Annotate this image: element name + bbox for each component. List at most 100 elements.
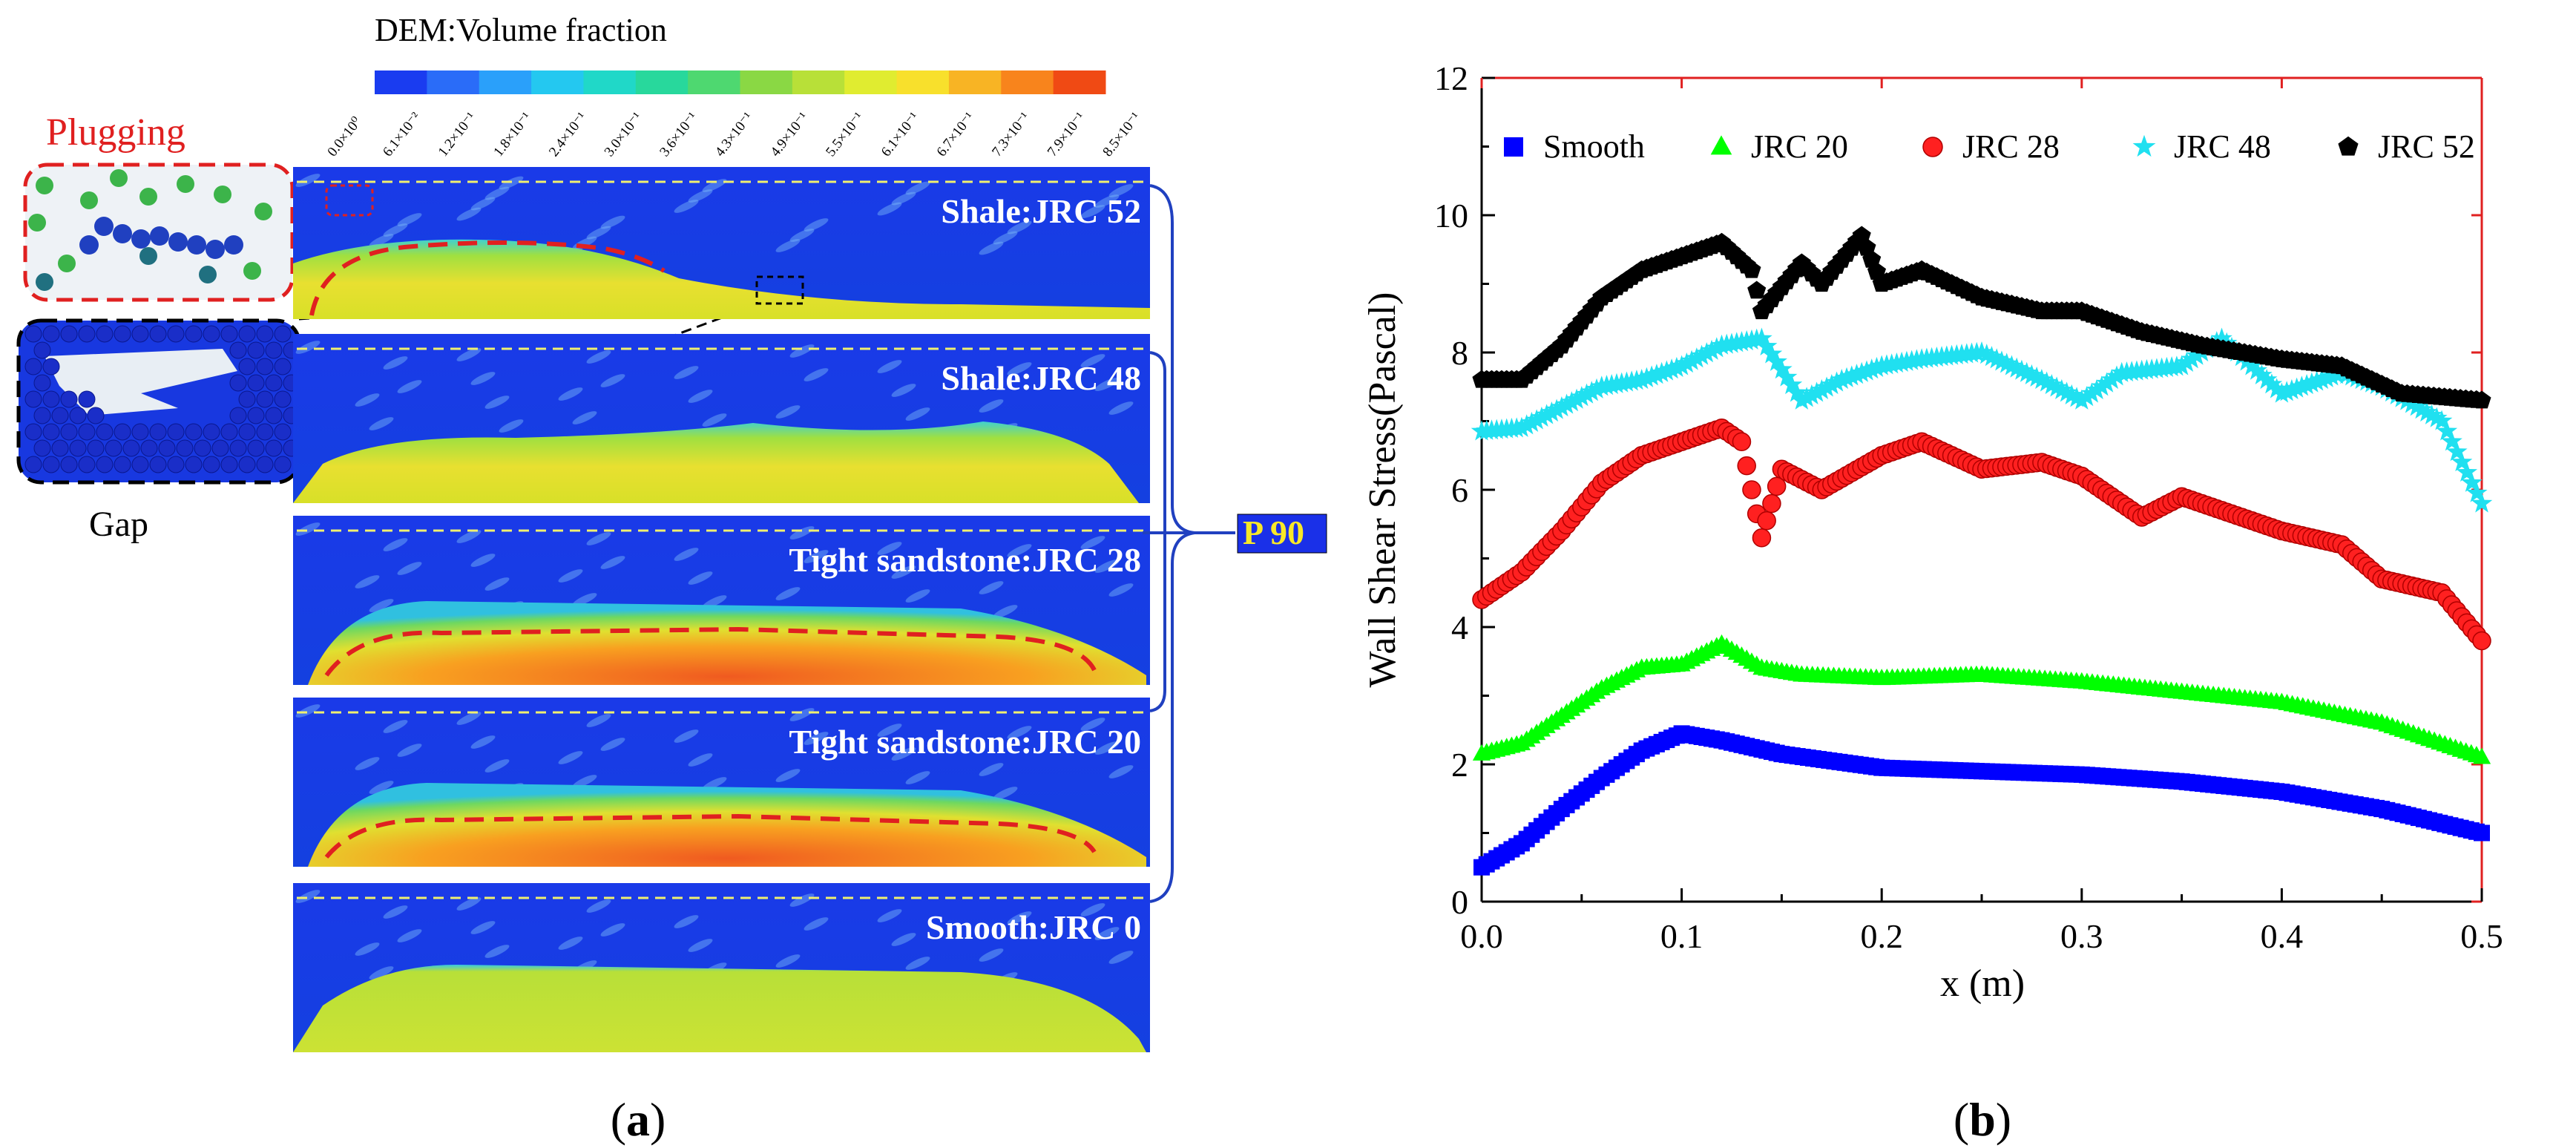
data-point (1761, 343, 1783, 364)
data-point (1781, 373, 1803, 395)
data-point (1791, 389, 1813, 410)
contour-strip: Smooth:JRC 0 (293, 883, 1150, 1052)
data-point (2472, 747, 2491, 764)
data-point (1775, 366, 1798, 387)
data-point (2401, 393, 2422, 413)
panel-b-caption: (b) (1954, 1093, 2011, 1146)
legend-item: JRC 20 (1710, 128, 1848, 165)
data-point (1565, 388, 1588, 409)
data-point (1686, 347, 1708, 368)
legend-item: JRC 48 (2132, 128, 2271, 165)
strip-label: Tight sandstone:JRC 20 (789, 723, 1141, 761)
x-tick-label: 0.0 (1460, 917, 1503, 955)
y-axis-label: Wall Shear Stress(Pascal) (1361, 292, 1404, 688)
data-point (2036, 371, 2057, 392)
colorbar-segment (896, 70, 950, 94)
legend-item: Smooth (1504, 128, 1645, 165)
x-tick-label: 0.1 (1660, 917, 1703, 955)
colorbar-segment (1001, 70, 1054, 94)
data-point (2471, 492, 2493, 513)
panel-a: DEM:Volume fraction 0.0×10⁰ 6.1×10⁻² 1.2×1… (16, 12, 1327, 1146)
colorbar-segment (375, 70, 427, 94)
data-point (2132, 134, 2156, 157)
data-point (2472, 631, 2491, 651)
colorbar-tick-label: 6.7×10⁻¹ (933, 109, 977, 160)
y-tick-label: 12 (1434, 59, 1468, 97)
data-point (1536, 404, 1557, 424)
data-point (2096, 372, 2117, 393)
strip-label: Tight sandstone:JRC 28 (789, 541, 1141, 579)
data-point (1747, 281, 1767, 299)
data-point (2176, 351, 2198, 373)
data-point (1521, 411, 1542, 432)
data-point (1742, 260, 1761, 278)
data-point (2056, 381, 2077, 402)
data-point (2041, 373, 2063, 395)
x-tick-label: 0.3 (2060, 917, 2103, 955)
data-point (2186, 344, 2208, 365)
strip-label: Smooth:JRC 0 (926, 908, 1141, 946)
data-point (2456, 461, 2478, 482)
data-point (1516, 414, 1537, 435)
colorbar-segment (531, 70, 584, 94)
data-point (1786, 381, 1807, 402)
strip-label: Shale:JRC 52 (941, 192, 1141, 230)
data-point (2251, 364, 2273, 384)
data-point (1801, 384, 1823, 404)
data-point (1701, 339, 1723, 360)
plugging-particles (28, 169, 272, 291)
contour-strip: Tight sandstone:JRC 28 (293, 516, 1150, 685)
colorbar-tick-label: 2.4×10⁻¹ (546, 109, 590, 160)
chart-marks (1471, 226, 2493, 876)
data-point (2441, 430, 2462, 451)
strip-label: Shale:JRC 48 (941, 359, 1141, 397)
x-tick-label: 0.4 (2261, 917, 2304, 955)
colorbar-tick-label: 7.3×10⁻¹ (989, 109, 1033, 160)
legend-label: JRC 48 (2174, 128, 2271, 165)
data-point (1586, 378, 1608, 398)
data-point (2061, 384, 2083, 404)
data-point (1922, 137, 1943, 157)
colorbar-segment (792, 70, 845, 94)
data-point (2086, 378, 2108, 400)
data-point (1806, 381, 1827, 402)
chart-legend: Smooth JRC 20 JRC 28 JRC 48 JRC 52 (1504, 128, 2475, 165)
data-point (1767, 476, 1787, 496)
data-point (1561, 391, 1583, 412)
legend-item: JRC 28 (1922, 128, 2060, 165)
colorbar-tick-label: 7.9×10⁻¹ (1045, 109, 1088, 160)
legend-label: JRC 52 (2378, 128, 2475, 165)
brace-lines (1143, 184, 1235, 903)
colorbar-segment (740, 70, 793, 94)
data-point (2406, 396, 2428, 416)
data-point (1732, 432, 1752, 451)
y-tick-label: 4 (1451, 609, 1468, 646)
data-point (2421, 404, 2442, 424)
colorbar-segment (427, 70, 480, 94)
data-point (2100, 369, 2123, 390)
colorbar-segment (948, 70, 1002, 94)
data-point (2066, 387, 2088, 407)
data-point (2051, 378, 2073, 400)
colorbar-tick-label: 3.0×10⁻¹ (602, 109, 645, 160)
data-point (1531, 406, 1553, 427)
data-point (1541, 401, 1563, 422)
data-point (2181, 348, 2203, 369)
data-point (2416, 401, 2438, 422)
series-jrc-20 (1472, 634, 2491, 764)
data-point (1691, 344, 1712, 365)
plugging-inset (23, 163, 295, 302)
data-point (1671, 355, 1692, 375)
colorbar-tick-labels: 0.0×10⁰ 6.1×10⁻² 1.2×10⁻¹ 1.8×10⁻¹ 2.4×10⁻¹ 3… (324, 109, 1143, 160)
colorbar-segment (635, 70, 689, 94)
y-tick-label: 0 (1451, 883, 1468, 921)
colorbar-segment (583, 70, 637, 94)
colorbar-tick-label: 8.5×10⁻¹ (1100, 109, 1143, 160)
data-point (2031, 369, 2053, 390)
data-point (2076, 386, 2097, 407)
contour-strip: Tight sandstone:JRC 20 (293, 698, 1150, 867)
data-point (1762, 493, 1781, 514)
data-point (2261, 373, 2283, 394)
data-point (1511, 416, 1533, 437)
chart-axes: 0 2 4 6 8 10 12 0.0 0.1 0.2 0.3 0.4 0.5 (1434, 59, 2503, 955)
